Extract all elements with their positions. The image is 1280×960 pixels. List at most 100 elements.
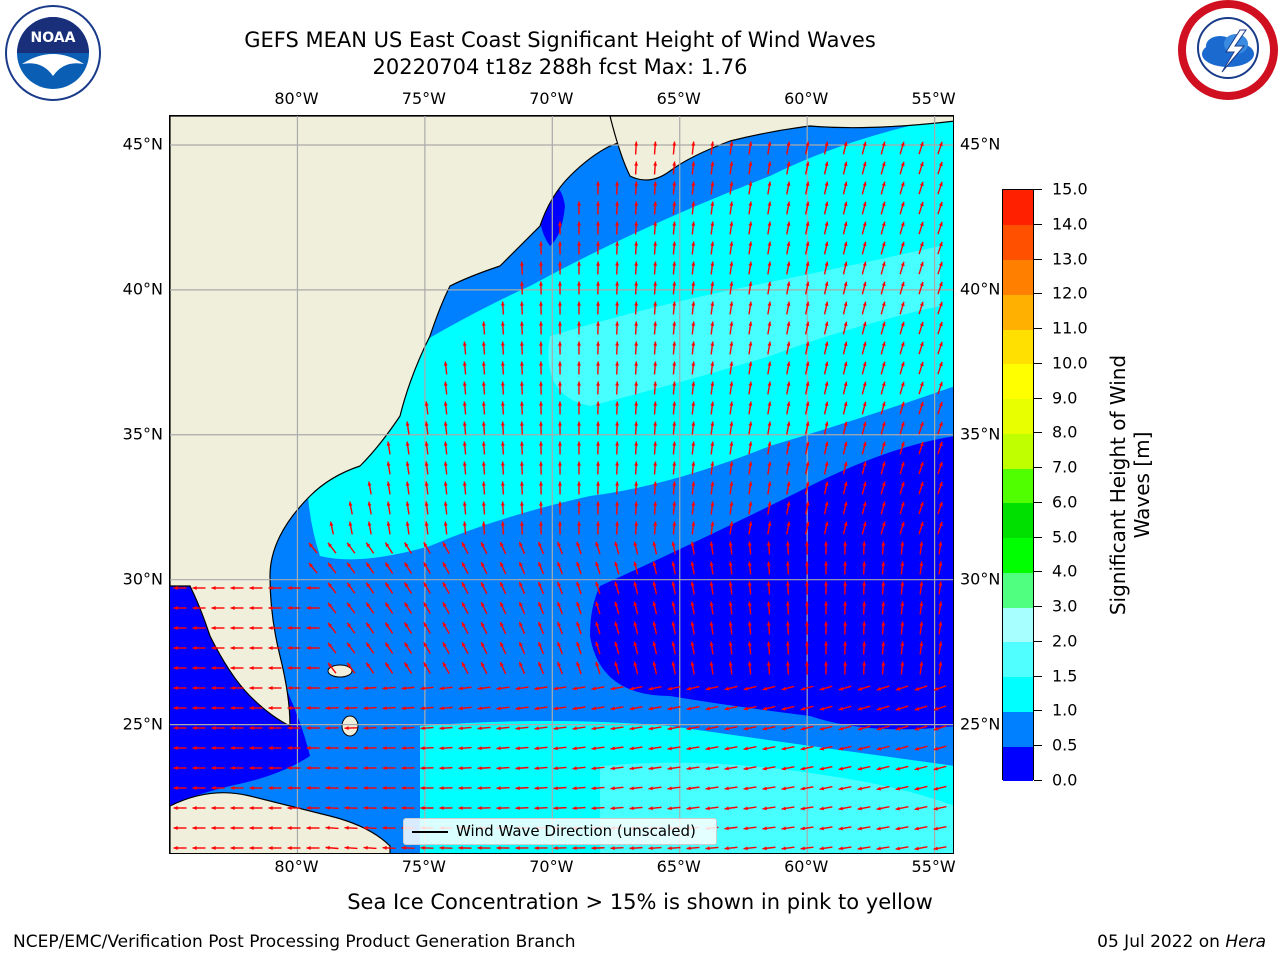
wave-direction-arrow	[804, 481, 810, 495]
wave-direction-arrow	[861, 521, 867, 535]
wave-direction-arrow	[211, 666, 225, 670]
wave-direction-arrow	[918, 141, 924, 155]
wave-direction-arrow	[439, 706, 453, 711]
wave-direction-arrow	[306, 606, 320, 610]
wave-direction-arrow	[249, 786, 263, 790]
wave-direction-arrow	[705, 786, 719, 791]
wave-direction-arrow	[648, 746, 662, 751]
wave-direction-arrow	[518, 601, 526, 615]
wave-direction-arrow	[843, 581, 848, 595]
wave-direction-arrow	[880, 441, 886, 455]
wave-direction-arrow	[691, 361, 696, 375]
wave-direction-arrow	[633, 601, 639, 615]
wave-direction-arrow	[705, 806, 719, 811]
wave-direction-arrow	[766, 621, 771, 635]
wave-direction-arrow	[667, 726, 681, 731]
wave-direction-arrow	[691, 161, 696, 175]
wave-direction-arrow	[729, 521, 734, 535]
wave-direction-arrow	[672, 301, 677, 315]
wave-direction-arrow	[268, 646, 282, 650]
wave-direction-arrow	[748, 401, 753, 415]
wave-direction-arrow	[534, 766, 548, 771]
colorbar	[1002, 189, 1034, 782]
wave-direction-arrow	[672, 241, 677, 255]
wave-direction-arrow	[363, 706, 377, 711]
wave-direction-arrow	[249, 586, 263, 590]
wave-direction-arrow	[667, 706, 681, 711]
wave-direction-arrow	[918, 461, 924, 475]
canada-landmass	[609, 116, 953, 181]
wave-direction-arrow	[481, 341, 486, 355]
wave-direction-arrow	[633, 561, 639, 575]
wave-direction-arrow	[558, 481, 562, 495]
wave-direction-arrow	[824, 661, 828, 675]
wave-direction-arrow	[881, 621, 886, 635]
wave-direction-arrow	[709, 661, 714, 675]
wave-direction-arrow	[747, 601, 752, 615]
colorbar-tick-label: 3.0	[1052, 596, 1078, 616]
wave-direction-arrow	[558, 441, 562, 455]
wave-direction-arrow	[785, 661, 790, 675]
wave-direction-arrow	[192, 826, 206, 830]
wave-direction-arrow	[557, 641, 563, 655]
wave-direction-arrow	[857, 705, 871, 711]
wave-direction-arrow	[596, 461, 601, 475]
wave-direction-arrow	[439, 806, 453, 810]
wave-direction-arrow	[424, 461, 429, 475]
wave-direction-arrow	[729, 441, 734, 455]
wave-direction-arrow	[786, 161, 791, 175]
wave-direction-arrow	[728, 581, 733, 595]
wave-direction-arrow	[287, 706, 301, 710]
wave-direction-arrow	[862, 641, 867, 655]
wave-direction-arrow	[691, 321, 696, 335]
wave-direction-arrow	[420, 806, 434, 810]
wave-direction-arrow	[230, 646, 244, 650]
wave-direction-arrow	[686, 806, 700, 811]
wave-direction-arrow	[705, 846, 719, 851]
wave-direction-arrow	[937, 361, 943, 375]
wave-direction-arrow	[918, 201, 924, 215]
wave-direction-arrow	[344, 825, 358, 830]
wave-direction-arrow	[876, 785, 890, 791]
wave-direction-arrow	[538, 361, 543, 375]
wave-direction-arrow	[577, 341, 581, 355]
wave-direction-arrow	[762, 826, 776, 831]
wave-direction-arrow	[615, 321, 620, 335]
wave-direction-arrow	[748, 241, 753, 255]
wave-direction-arrow	[838, 685, 852, 691]
wave-direction-arrow	[537, 601, 545, 615]
wave-direction-arrow	[691, 341, 696, 355]
wave-direction-arrow	[439, 686, 453, 691]
wave-band-1.5-2.0-north	[548, 246, 940, 406]
wave-direction-arrow	[496, 726, 510, 731]
wave-direction-arrow	[823, 421, 829, 435]
wave-direction-arrow	[629, 686, 643, 691]
wave-direction-arrow	[876, 705, 890, 711]
wave-direction-arrow	[937, 461, 943, 475]
lon-tick-label-top: 70°W	[529, 89, 574, 108]
lat-tick-label-right: 30°N	[960, 569, 1001, 589]
wave-direction-arrow	[614, 661, 620, 675]
wave-direction-arrow	[857, 745, 871, 751]
wave-direction-arrow	[728, 541, 733, 555]
wave-direction-arrow	[615, 381, 620, 395]
wave-direction-arrow	[842, 261, 848, 275]
colorbar-segment	[1003, 294, 1033, 330]
wave-direction-arrow	[268, 686, 282, 690]
wave-direction-arrow	[895, 846, 909, 851]
wave-direction-arrow	[672, 381, 677, 395]
wave-direction-arrow	[843, 661, 848, 675]
wave-direction-arrow	[937, 321, 943, 335]
wave-direction-arrow	[938, 541, 943, 555]
wave-direction-arrow	[691, 421, 696, 435]
wave-direction-arrow	[499, 621, 507, 635]
wave-direction-arrow	[306, 826, 320, 830]
colorbar-segment	[1003, 502, 1033, 539]
wave-direction-arrow	[823, 301, 829, 315]
wave-direction-arrow	[442, 621, 450, 635]
wave-direction-arrow	[287, 766, 301, 770]
wave-direction-arrow	[804, 561, 809, 575]
wave-direction-arrow	[230, 846, 244, 850]
colorbar-segment	[1003, 190, 1033, 226]
wave-direction-arrow	[824, 581, 828, 595]
